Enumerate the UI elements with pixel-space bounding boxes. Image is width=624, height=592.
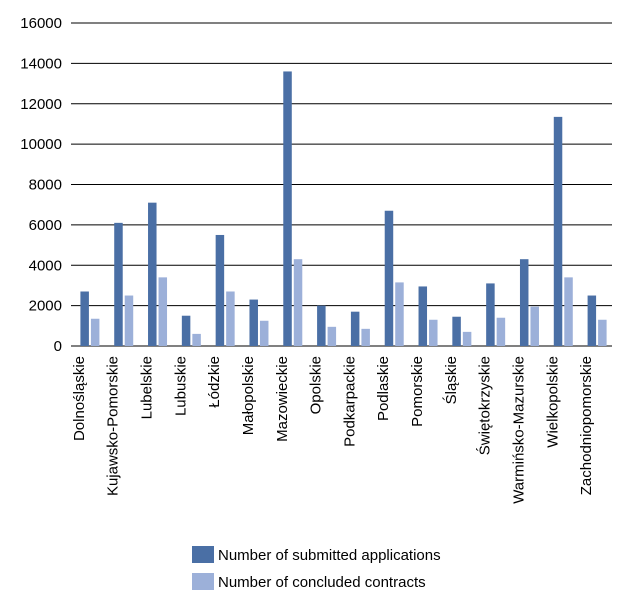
bar-submitted-applications — [519, 259, 529, 346]
bar-submitted-applications — [181, 315, 191, 346]
x-tick-label: Podkarpackie — [341, 356, 358, 447]
bar-submitted-applications — [215, 234, 225, 346]
x-tick-label: Śląskie — [442, 356, 460, 404]
x-tick-label: Małopolskie — [240, 356, 257, 435]
y-axis: 0 2000 4000 6000 8000 10000 12000 14000 16000 — [20, 15, 62, 355]
bar-submitted-applications — [486, 283, 495, 346]
x-tick-label: Pomorskie — [409, 356, 426, 427]
bar-concluded-contracts — [429, 319, 438, 346]
bar-concluded-contracts — [259, 320, 269, 346]
bar-submitted-applications — [418, 286, 428, 346]
bar-submitted-applications — [553, 116, 563, 346]
x-tick-label: Podlaskie — [375, 356, 392, 421]
y-tick-label: 6000 — [29, 217, 62, 234]
y-tick-label: 4000 — [29, 257, 62, 274]
x-tick-label: Wielkopolskie — [544, 356, 561, 448]
bar-concluded-contracts — [90, 318, 100, 346]
x-tick-label: Świętokrzyskie — [476, 356, 494, 455]
bar-submitted-applications — [283, 71, 292, 346]
bar-concluded-contracts — [564, 277, 573, 346]
bar-concluded-contracts — [158, 277, 168, 346]
x-tick-label: Kujawsko-Pomorskie — [105, 356, 122, 496]
bar-submitted-applications — [317, 305, 326, 346]
bar-concluded-contracts — [395, 282, 404, 346]
bar-concluded-contracts — [361, 328, 370, 346]
bar-submitted-applications — [384, 210, 394, 346]
y-tick-label: 14000 — [20, 55, 62, 72]
y-tick-label: 16000 — [20, 15, 62, 32]
bar-concluded-contracts — [293, 259, 303, 346]
legend: Number of submitted applications Number o… — [192, 546, 441, 591]
bar-submitted-applications — [350, 311, 360, 346]
bar-submitted-applications — [148, 202, 157, 346]
x-tick-label: Opolskie — [308, 356, 325, 414]
bar-concluded-contracts — [530, 306, 539, 346]
legend-label: Number of submitted applications — [218, 547, 441, 564]
bar-submitted-applications — [249, 299, 258, 346]
bars — [80, 71, 607, 346]
bar-concluded-contracts — [496, 317, 506, 346]
x-tick-label: Łódzkie — [206, 356, 223, 408]
legend-swatch — [192, 546, 214, 563]
x-axis: Dolnośląskie Kujawsko-Pomorskie Lubelskie L… — [71, 356, 595, 504]
bar-concluded-contracts — [327, 326, 337, 346]
bar-submitted-applications — [80, 291, 89, 346]
legend-label: Number of concluded contracts — [218, 574, 426, 591]
x-tick-label: Lubelskie — [139, 356, 156, 419]
x-tick-label: Mazowieckie — [274, 356, 291, 442]
y-tick-label: 8000 — [29, 177, 62, 194]
y-tick-label: 0 — [54, 338, 62, 355]
y-tick-label: 12000 — [20, 96, 62, 113]
bar-submitted-applications — [114, 222, 123, 346]
bar-submitted-applications — [587, 295, 597, 346]
y-tick-label: 10000 — [20, 136, 62, 153]
bar-submitted-applications — [452, 316, 461, 346]
x-tick-label: Dolnośląskie — [71, 356, 88, 441]
bar-concluded-contracts — [192, 333, 201, 346]
bar-concluded-contracts — [462, 331, 472, 346]
x-tick-label: Zachodniopomorskie — [578, 356, 595, 495]
x-tick-label: Lubuskie — [172, 356, 189, 416]
x-tick-label: Warmińsko-Mazurskie — [510, 356, 527, 504]
bar-concluded-contracts — [124, 295, 134, 346]
legend-swatch — [192, 573, 214, 590]
bar-concluded-contracts — [226, 291, 235, 346]
y-tick-label: 2000 — [29, 298, 62, 315]
bar-concluded-contracts — [598, 319, 607, 346]
